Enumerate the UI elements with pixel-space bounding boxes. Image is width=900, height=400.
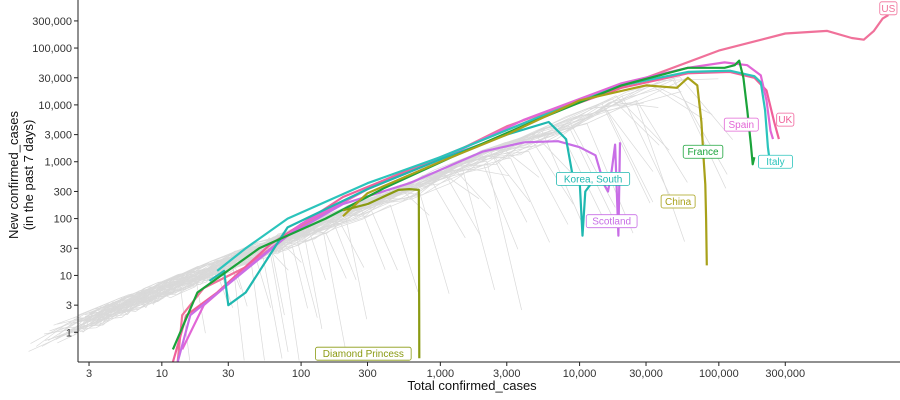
x-tick-label: 300 (358, 368, 376, 380)
label-box (556, 171, 631, 186)
y-ticks: 1 3 10 30 100 300 1,000 3,000 10,000 30,000 100,00… (32, 16, 78, 339)
series-line-us (176, 14, 889, 363)
label-box (758, 154, 793, 169)
y-tick-label: 100 (54, 214, 72, 226)
y-tick-label: 300 (54, 186, 72, 198)
y-tick-label: 3 (66, 300, 72, 312)
label-diamond-princess: Diamond Princess (315, 346, 412, 361)
x-tick-label: 1,000 (427, 368, 455, 380)
label-box (585, 214, 638, 229)
label-scotland: Scotland (585, 214, 638, 229)
series-line-uk (171, 70, 780, 363)
background-trajectory (98, 209, 368, 326)
background-trajectory (82, 171, 491, 333)
label-text: Spain (729, 120, 755, 131)
x-tick-label: 100,000 (699, 368, 739, 380)
x-axis-title: Total confirmed_cases (407, 378, 537, 393)
label-box (776, 112, 795, 127)
x-tick-label: 30,000 (629, 368, 663, 380)
label-uk: UK (776, 112, 795, 127)
x-tick-label: 30 (222, 368, 234, 380)
x-tick-label: 100 (292, 368, 310, 380)
label-korea-south: Korea, South (556, 171, 631, 186)
y-axis-title-line2: (in the past 7 days) (21, 120, 36, 231)
label-text: France (687, 147, 719, 158)
series-line-italy (216, 69, 771, 272)
x-ticks: 3 10 30 100 300 1,000 3,000 10,000 30,000 100,000… (86, 362, 805, 380)
label-text: Korea, South (564, 174, 622, 185)
label-china: China (660, 194, 696, 209)
y-axis-title-line1: New confirmed_cases (6, 111, 21, 239)
y-tick-label: 10,000 (38, 100, 72, 112)
background-trajectory (58, 263, 234, 335)
background-trajectory (93, 102, 644, 318)
label-spain: Spain (723, 117, 759, 132)
label-text: UK (778, 115, 792, 126)
y-tick-label: 3,000 (44, 130, 72, 142)
label-box (682, 144, 724, 159)
background-trajectory (92, 101, 659, 324)
y-tick-label: 300,000 (32, 16, 72, 28)
y-tick-label: 1,000 (44, 157, 72, 169)
y-tick-label: 100,000 (32, 43, 72, 55)
x-tick-label: 3 (86, 368, 92, 380)
label-box (723, 117, 759, 132)
label-text: Scotland (592, 217, 631, 228)
x-tick-label: 3,000 (493, 368, 521, 380)
label-box (660, 194, 696, 209)
label-text: Diamond Princess (323, 349, 404, 360)
x-tick-label: 300,000 (765, 368, 805, 380)
label-text: Italy (766, 157, 784, 168)
label-us: US (879, 1, 898, 16)
x-tick-label: 10,000 (563, 368, 597, 380)
label-text: China (665, 197, 692, 208)
y-tick-label: 30,000 (38, 73, 72, 85)
label-italy: Italy (758, 154, 793, 169)
series-line-diamond-princess (342, 188, 421, 359)
label-box (879, 1, 898, 16)
background-trajectory (89, 243, 300, 361)
label-france: France (682, 144, 724, 159)
x-tick-label: 10 (156, 368, 168, 380)
label-text: US (881, 4, 895, 15)
country-labels: US UK Spain Italy France Korea, South Scotland… (315, 1, 898, 361)
y-tick-label: 10 (60, 270, 72, 282)
y-tick-label: 30 (60, 243, 72, 255)
series-line-china (342, 76, 708, 266)
background-trajectory (77, 228, 347, 353)
y-tick-label: 1 (66, 327, 72, 339)
label-box (315, 346, 412, 361)
background-trajectory (47, 253, 283, 359)
